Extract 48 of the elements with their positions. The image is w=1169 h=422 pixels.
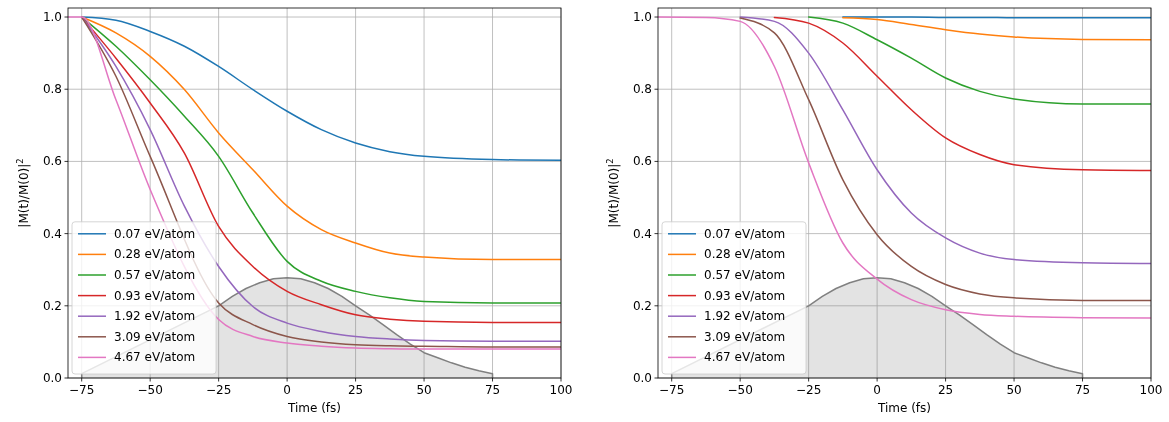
y-tick-label: 0.0 — [42, 371, 62, 385]
legend-label: 3.09 eV/atom — [704, 329, 786, 344]
x-tick-label: −25 — [205, 383, 232, 397]
y-tick-label: 0.6 — [42, 154, 62, 169]
x-tick-label: 25 — [937, 383, 954, 397]
legend-label: 0.93 eV/atom — [704, 288, 786, 303]
x-tick-label: 50 — [416, 383, 432, 397]
x-tick-label: 75 — [484, 383, 501, 397]
y-tick-label: 1.0 — [632, 10, 652, 25]
y-tick-label: 0.8 — [42, 82, 62, 97]
x-tick-label: 50 — [1006, 383, 1022, 397]
x-tick-label: 25 — [347, 383, 364, 397]
legend-label: 0.57 eV/atom — [704, 268, 786, 282]
legend-label: 0.93 eV/atom — [114, 288, 196, 303]
legend-label: 3.09 eV/atom — [114, 329, 196, 344]
y-tick-label: 0.8 — [632, 82, 652, 97]
y-tick-label: 0.0 — [632, 371, 652, 385]
y-tick-label: 0.6 — [632, 154, 652, 169]
legend-label: 0.07 eV/atom — [114, 226, 196, 241]
x-tick-label: 100 — [1139, 383, 1163, 397]
legend-label: 1.92 eV/atom — [114, 309, 196, 324]
x-tick-label: −75 — [69, 383, 95, 397]
line-series — [773, 16, 1151, 172]
x-tick-label: 75 — [1074, 383, 1091, 397]
line-series — [807, 16, 1151, 105]
x-tick-label: −50 — [727, 383, 753, 397]
x-tick-label: 0 — [873, 383, 881, 397]
y-tick-label: 1.0 — [42, 10, 62, 25]
y-tick-label: 0.4 — [42, 226, 62, 241]
x-axis-title: Time (fs) — [286, 401, 342, 415]
x-tick-label: 0 — [283, 383, 291, 397]
x-tick-label: 100 — [549, 383, 573, 397]
x-tick-label: −75 — [659, 383, 685, 397]
legend-label: 4.67 eV/atom — [704, 350, 786, 365]
x-axis-title: Time (fs) — [876, 401, 932, 415]
x-tick-label: −50 — [137, 383, 163, 397]
legend-label: 1.92 eV/atom — [704, 309, 786, 324]
legend-label: 0.07 eV/atom — [704, 226, 786, 241]
legend-label: 0.28 eV/atom — [114, 247, 196, 262]
y-tick-label: 0.2 — [42, 298, 62, 313]
y-tick-label: 0.4 — [632, 226, 652, 241]
y-tick-label: 0.2 — [632, 298, 652, 313]
line-series — [842, 17, 1151, 41]
legend-label: 0.28 eV/atom — [704, 247, 786, 262]
legend-label: 4.67 eV/atom — [114, 350, 196, 365]
x-tick-label: −25 — [795, 383, 822, 397]
legend-label: 0.57 eV/atom — [114, 268, 196, 282]
line-series — [80, 16, 561, 162]
